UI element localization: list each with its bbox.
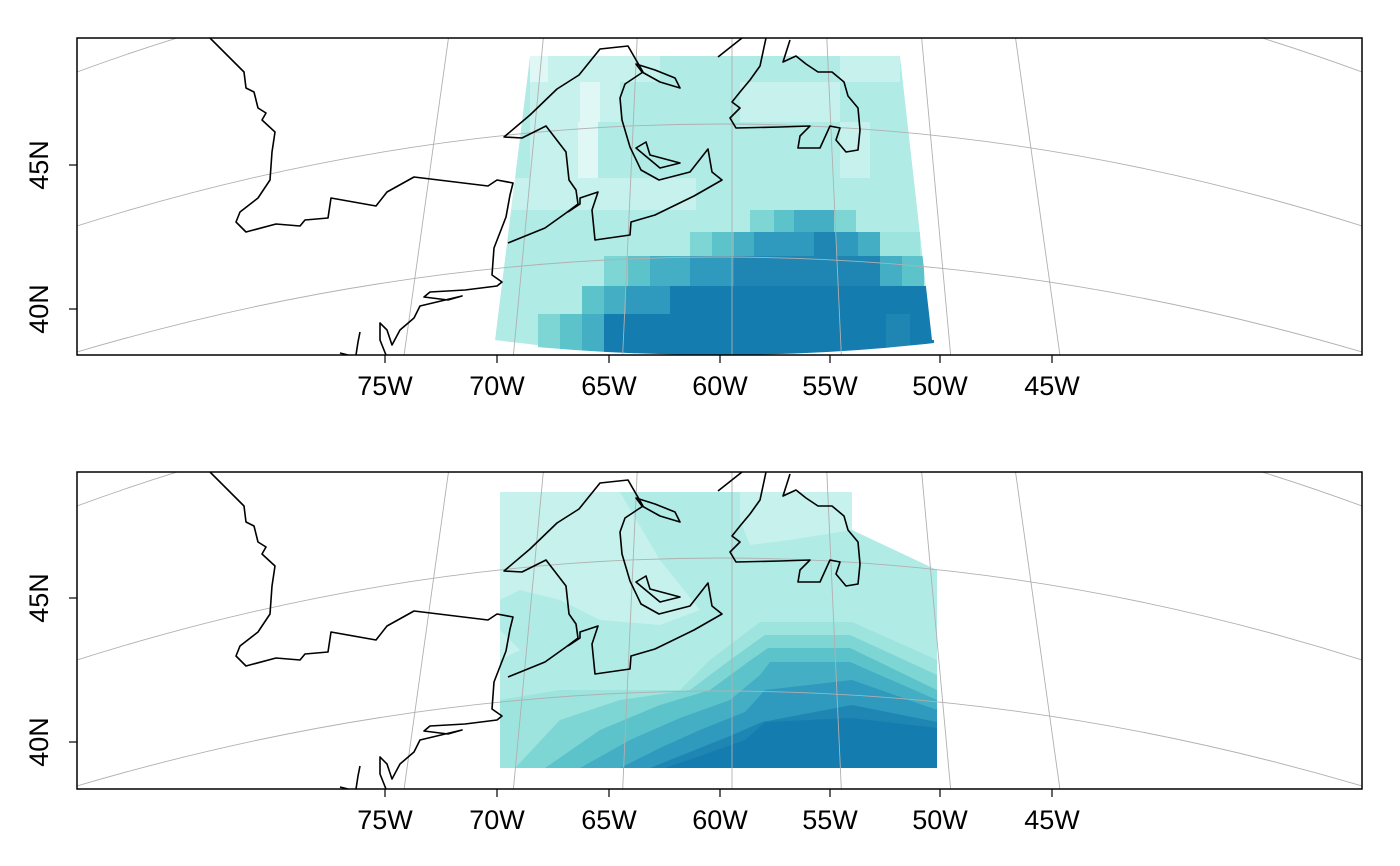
grid-cell xyxy=(582,314,604,355)
lon-tick-label: 50W xyxy=(912,371,968,401)
field-mask xyxy=(900,40,960,340)
grid-cell xyxy=(530,122,578,178)
grid-cell xyxy=(636,178,696,210)
grid-cell xyxy=(510,178,600,210)
grid-cell xyxy=(582,286,604,314)
lat-tick-label: 45N xyxy=(24,140,54,190)
grid-cell xyxy=(580,82,600,122)
lon-tick-label: 45W xyxy=(1024,805,1080,835)
grid-cell xyxy=(670,256,690,286)
lon-tick-label: 50W xyxy=(912,805,968,835)
lon-tick-label: 75W xyxy=(357,805,413,835)
lon-tick-label: 75W xyxy=(357,371,413,401)
top-lon-axis: 75W 70W 65W 60W 55W 50W 45W xyxy=(357,355,1080,401)
grid-cell xyxy=(902,256,924,286)
field-mask xyxy=(470,340,960,355)
top-map-panel: 75W 70W 65W 60W 55W 50W 45W 45N 40N xyxy=(24,37,1363,401)
bottom-field xyxy=(500,492,937,768)
grid-cell xyxy=(712,256,734,286)
lat-tick-label: 40N xyxy=(24,717,54,767)
lon-tick-label: 70W xyxy=(469,805,525,835)
bottom-map-panel: 75W 70W 65W 60W 55W 50W 45W 45N 40N xyxy=(24,471,1363,835)
grid-cell xyxy=(626,286,648,314)
grid-cell xyxy=(604,256,628,286)
lon-tick-label: 55W xyxy=(802,805,858,835)
grid-cell xyxy=(670,286,932,314)
lon-tick-label: 70W xyxy=(469,371,525,401)
grid-cell xyxy=(530,56,548,82)
bottom-lat-axis: 45N 40N xyxy=(24,573,77,767)
contour-band xyxy=(500,492,700,625)
grid-cell xyxy=(690,256,712,286)
lon-tick-label: 55W xyxy=(802,371,858,401)
lon-tick-label: 65W xyxy=(581,805,637,835)
grid-cell xyxy=(566,56,630,82)
grid-cell xyxy=(650,256,670,286)
contour-band xyxy=(665,718,937,768)
grid-cell xyxy=(628,256,650,286)
grid-cell xyxy=(604,286,626,314)
lon-tick-label: 45W xyxy=(1024,371,1080,401)
field-mask xyxy=(470,38,960,56)
lon-tick-label: 60W xyxy=(692,371,748,401)
grid-cell xyxy=(604,314,886,355)
top-field xyxy=(470,38,960,355)
grid-cell xyxy=(600,82,620,122)
top-lat-axis: 45N 40N xyxy=(24,140,77,334)
lon-tick-label: 65W xyxy=(581,371,637,401)
grid-cell xyxy=(840,56,900,82)
grid-cell xyxy=(578,122,598,178)
lat-tick-label: 40N xyxy=(24,284,54,334)
grid-cell xyxy=(538,314,560,355)
field-mask xyxy=(470,40,530,340)
grid-cell xyxy=(880,256,902,286)
grid-cell xyxy=(648,286,670,314)
lon-tick-label: 60W xyxy=(692,805,748,835)
lat-tick-label: 45N xyxy=(24,573,54,623)
grid-cell xyxy=(734,256,880,286)
bottom-lon-axis: 75W 70W 65W 60W 55W 50W 45W xyxy=(357,789,1080,835)
grid-cell xyxy=(560,314,582,355)
grid-cell xyxy=(548,56,566,82)
grid-cell xyxy=(740,82,840,122)
